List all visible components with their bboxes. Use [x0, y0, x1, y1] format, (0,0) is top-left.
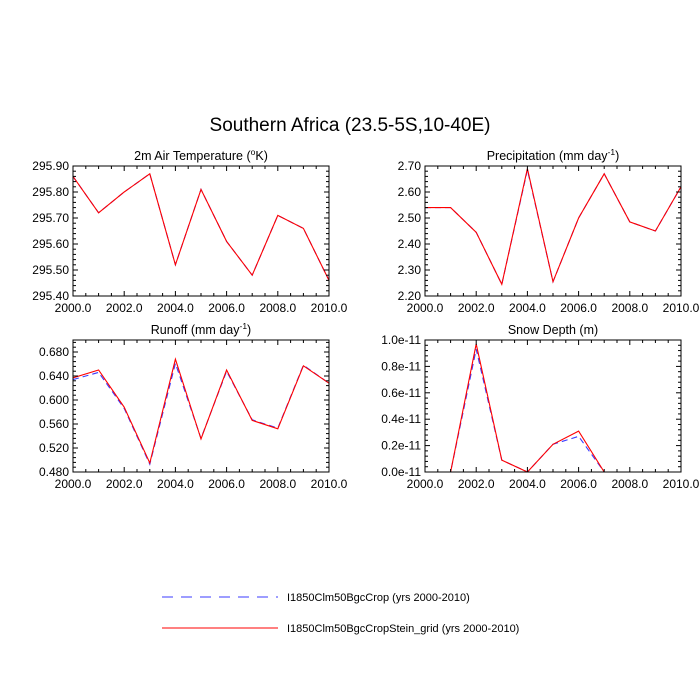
y-tick-label: 2.50: [398, 211, 422, 225]
series-blue-dashed-line: [425, 169, 681, 286]
panel-title-superscript: -1: [239, 321, 247, 331]
x-tick-label: 2006.0: [560, 477, 597, 491]
y-tick-label: 295.40: [32, 289, 69, 303]
y-tick-label: 2.60: [398, 185, 422, 199]
series-red-solid-line: [425, 343, 681, 472]
series-blue-dashed-line: [73, 361, 329, 466]
panel-title: Precipitation (mm day-1): [487, 147, 620, 163]
y-tick-label: 295.90: [32, 159, 69, 173]
legend-label-1: I1850Clm50BgcCrop (yrs 2000-2010): [287, 592, 470, 604]
y-tick-label: 1.0e-11: [381, 333, 421, 347]
x-tick-label: 2010.0: [311, 477, 348, 491]
y-tick-label: 295.80: [32, 185, 69, 199]
y-tick-label: 0.600: [39, 393, 69, 407]
x-tick-label: 2004.0: [157, 301, 194, 315]
x-tick-label: 2004.0: [509, 477, 546, 491]
panel-title-suffix: ): [615, 149, 619, 163]
y-tick-label: 295.70: [32, 211, 69, 225]
x-tick-label: 2010.0: [663, 477, 700, 491]
x-tick-label: 2000.0: [55, 477, 92, 491]
x-tick-label: 2010.0: [663, 301, 700, 315]
y-tick-label: 0.640: [39, 369, 69, 383]
panel-2: Precipitation (mm day-1) 2000.0 2002.0 2004…: [398, 147, 700, 315]
y-tick-label: 0.0e-11: [381, 465, 421, 479]
x-tick-label: 2006.0: [560, 301, 597, 315]
series-red-solid-line: [425, 168, 681, 286]
x-tick-label: 2006.0: [208, 301, 245, 315]
y-tick-label: 2.30: [398, 263, 422, 277]
series-red-solid-line: [73, 357, 329, 465]
x-tick-label: 2000.0: [407, 301, 444, 315]
legend: I1850Clm50BgcCrop (yrs 2000-2010) I1850C…: [162, 592, 519, 635]
x-tick-label: 2004.0: [157, 477, 194, 491]
plot-frame: [72, 165, 330, 297]
x-tick-label: 2008.0: [259, 477, 296, 491]
panel-title-main: Runoff (mm day: [151, 323, 240, 337]
y-tick-label: 0.560: [39, 417, 69, 431]
plot-frame: [424, 165, 682, 297]
x-tick-label: 2002.0: [458, 477, 495, 491]
x-tick-label: 2000.0: [407, 477, 444, 491]
panel-title: 2m Air Temperature (oK): [134, 147, 268, 163]
x-tick-label: 2010.0: [311, 301, 348, 315]
panel-title-superscript: -1: [608, 147, 616, 157]
x-tick-label: 2008.0: [611, 301, 648, 315]
panel-title: Snow Depth (m): [508, 323, 598, 337]
y-tick-label: 0.6e-11: [381, 386, 421, 400]
y-tick-label: 2.70: [398, 159, 422, 173]
panel-1: 2m Air Temperature (oK) 2000.0 2002.0 2004.…: [32, 147, 347, 315]
panel-title: Runoff (mm day-1): [151, 321, 251, 337]
panels: 2m Air Temperature (oK) 2000.0 2002.0 2004.…: [32, 147, 699, 491]
y-tick-label: 0.520: [39, 441, 69, 455]
y-tick-label: 295.50: [32, 263, 69, 277]
panel-4: Snow Depth (m) 2000.0 2002.0 2004.0 2006.0 20…: [381, 323, 699, 491]
panel-title-main: Snow Depth (m): [508, 323, 598, 337]
legend-label-2: I1850Clm50BgcCropStein_grid (yrs 2000-20…: [287, 623, 519, 635]
figure-title: Southern Africa (23.5-5S,10-40E): [210, 115, 491, 136]
x-tick-label: 2002.0: [106, 477, 143, 491]
y-tick-label: 295.60: [32, 237, 69, 251]
y-tick-label: 2.20: [398, 289, 422, 303]
y-tick-label: 2.40: [398, 237, 422, 251]
y-tick-label: 0.680: [39, 345, 69, 359]
x-tick-label: 2008.0: [259, 301, 296, 315]
y-tick-label: 0.480: [39, 465, 69, 479]
x-tick-label: 2006.0: [208, 477, 245, 491]
x-tick-label: 2008.0: [611, 477, 648, 491]
panel-title-main: Precipitation (mm day: [487, 149, 609, 163]
panel-title-suffix: ): [247, 323, 251, 337]
series-red-solid-line: [73, 172, 329, 281]
panel-title-superscript: o: [251, 147, 256, 157]
x-tick-label: 2002.0: [458, 301, 495, 315]
panel-3: Runoff (mm day-1) 2000.0 2002.0 2004.0 2006.…: [39, 321, 348, 491]
panel-title-main: 2m Air Temperature (: [134, 149, 251, 163]
panel-title-suffix: K): [255, 149, 268, 163]
plot-frame: [72, 339, 330, 473]
x-tick-label: 2004.0: [509, 301, 546, 315]
x-tick-label: 2000.0: [55, 301, 92, 315]
x-tick-label: 2002.0: [106, 301, 143, 315]
y-tick-label: 0.8e-11: [381, 359, 421, 373]
y-tick-label: 0.4e-11: [381, 412, 421, 426]
y-tick-label: 0.2e-11: [381, 439, 421, 453]
